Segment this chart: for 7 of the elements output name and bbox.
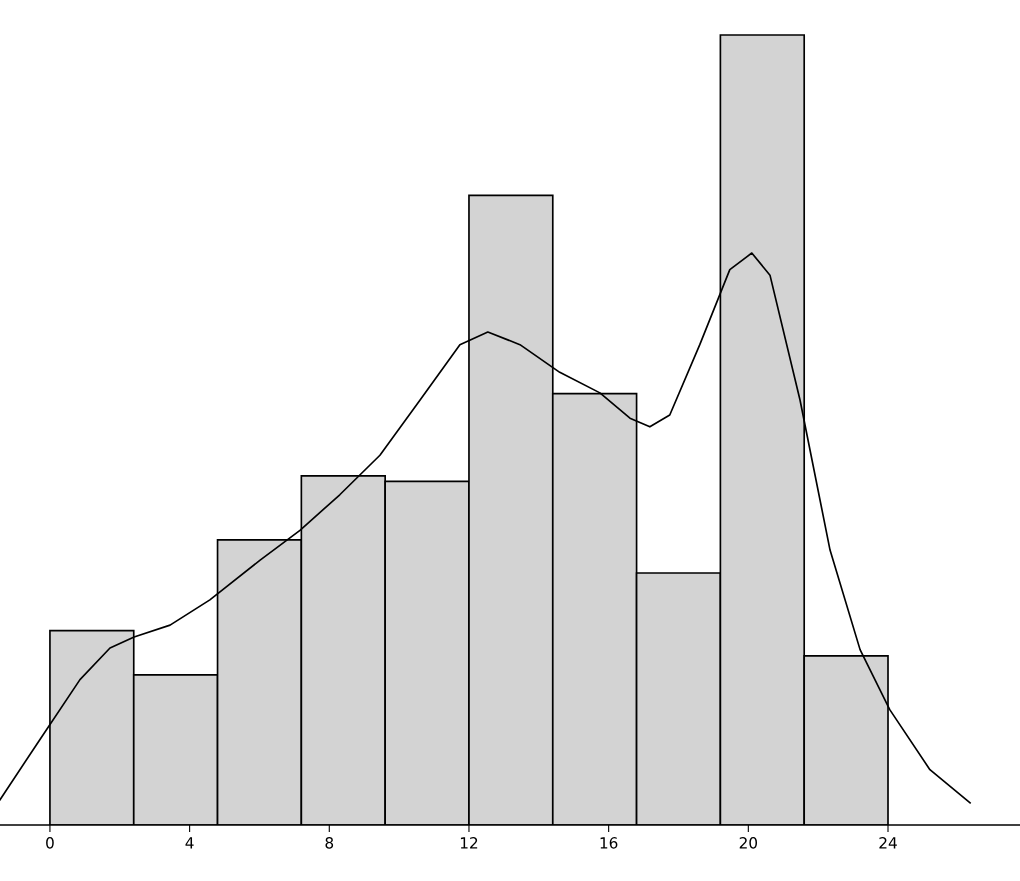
x-tick-label: 24	[879, 837, 897, 849]
x-tick-label: 20	[739, 837, 758, 849]
x-tick-label: 0	[46, 837, 54, 849]
x-tick-label: 8	[325, 837, 334, 849]
x-tick-label: 4	[185, 837, 194, 849]
x-tick-label: 12	[460, 837, 478, 849]
x-tick-label: 16	[600, 837, 618, 849]
